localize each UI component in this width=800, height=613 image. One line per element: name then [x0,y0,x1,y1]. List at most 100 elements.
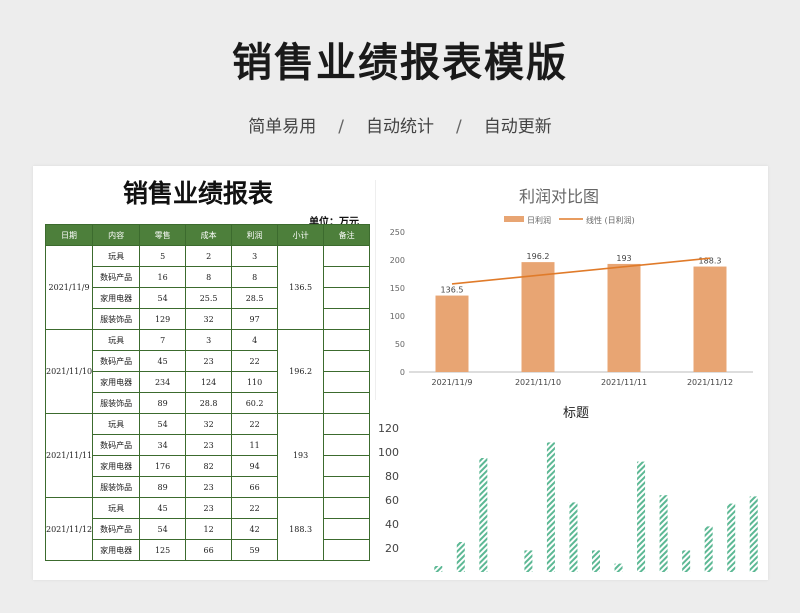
hatched-bar [547,442,555,572]
notes-cell [324,372,370,393]
retail-cell: 234 [140,372,186,393]
bar-profit [522,262,555,372]
tagline-separator: / [456,117,462,137]
notes-cell [324,435,370,456]
data-label: 193 [616,254,631,263]
date-cell: 2021/11/9 [46,246,93,330]
profit-cell: 59 [232,540,278,561]
data-label: 188.3 [699,257,722,266]
cost-cell: 124 [186,372,232,393]
profit-cell: 22 [232,351,278,372]
notes-cell [324,267,370,288]
item-cell: 服装饰品 [93,393,140,414]
column-header-cost: 成本 [186,225,232,246]
chart-title: 标题 [563,406,589,421]
report-title: 销售业绩报表 [123,174,273,210]
profit-cell: 60.2 [232,393,278,414]
column-header-subtotal: 小计 [278,225,324,246]
hatched-bar [727,504,735,572]
subtotal-cell: 136.5 [278,246,324,330]
item-cell: 玩具 [93,246,140,267]
cost-cell: 3 [186,330,232,351]
cost-cell: 28.8 [186,393,232,414]
table-row: 2021/11/9 玩具 5 2 3 136.5 [46,246,370,267]
cost-cell: 25.5 [186,288,232,309]
column-header-notes: 备注 [324,225,370,246]
date-cell: 2021/11/11 [46,414,93,498]
tagline-auto-update: 自动更新 [484,112,552,137]
data-label: 196.2 [527,252,550,261]
y-tick-label: 0 [400,368,405,377]
cost-cell: 23 [186,351,232,372]
y-tick-label: 20 [385,542,399,555]
profit-cell: 4 [232,330,278,351]
y-tick-label: 250 [390,228,405,237]
cost-cell: 12 [186,519,232,540]
tagline-separator: / [338,117,344,137]
item-cell: 数码产品 [93,435,140,456]
notes-cell [324,477,370,498]
table-header-row: 日期 内容 零售 成本 利润 小计 备注 [46,225,370,246]
profit-cell: 94 [232,456,278,477]
cost-cell: 23 [186,435,232,456]
profit-cell: 97 [232,309,278,330]
profit-cell: 42 [232,519,278,540]
profit-cell: 28.5 [232,288,278,309]
subtotal-cell: 196.2 [278,330,324,414]
data-label: 136.5 [441,286,464,295]
notes-cell [324,456,370,477]
trend-line [452,258,710,284]
item-cell: 玩具 [93,498,140,519]
cost-cell: 23 [186,498,232,519]
retail-cell: 34 [140,435,186,456]
item-cell: 家用电器 [93,456,140,477]
retail-cell: 45 [140,498,186,519]
y-tick-label: 100 [390,312,405,321]
page-title: 销售业绩报表模版 [0,30,800,88]
y-tick-label: 150 [390,284,405,293]
tagline-auto-stats: 自动统计 [366,112,434,137]
retail-cell: 54 [140,519,186,540]
y-tick-label: 80 [385,470,399,483]
profit-cell: 66 [232,477,278,498]
notes-cell [324,393,370,414]
column-header-retail: 零售 [140,225,186,246]
x-tick-label: 2021/11/9 [431,378,472,387]
hatched-bar [457,542,465,572]
column-header-profit: 利润 [232,225,278,246]
y-tick-label: 200 [390,256,405,265]
profit-cell: 110 [232,372,278,393]
notes-cell [324,309,370,330]
profit-cell: 22 [232,498,278,519]
item-cell: 服装饰品 [93,309,140,330]
item-cell: 数码产品 [93,519,140,540]
tagline-easy: 简单易用 [248,112,316,137]
cost-cell: 32 [186,309,232,330]
hatched-bar [660,495,668,572]
item-cell: 玩具 [93,414,140,435]
cost-cell: 8 [186,267,232,288]
hatched-bar [479,458,487,572]
hatched-bar [524,550,532,572]
item-cell: 家用电器 [93,372,140,393]
bar-profit [694,267,727,372]
hatched-bar [750,496,758,572]
retail-cell: 129 [140,309,186,330]
retail-cell: 5 [140,246,186,267]
profit-cell: 3 [232,246,278,267]
y-tick-label: 100 [379,446,399,459]
retail-cell: 176 [140,456,186,477]
legend-swatch-bar [504,216,524,222]
table-row: 2021/11/12 玩具 45 23 22 188.3 [46,498,370,519]
hatched-bar [592,550,600,572]
notes-cell [324,330,370,351]
retail-cell: 89 [140,477,186,498]
bar-profit [436,296,469,372]
legend-label-line: 线性 (日利润) [586,215,635,225]
table-body: 2021/11/9 玩具 5 2 3 136.5 数码产品 16 8 8 家用电器 54 25.5 28.… [46,246,370,561]
item-cell: 家用电器 [93,288,140,309]
notes-cell [324,540,370,561]
profit-cell: 11 [232,435,278,456]
hatched-bar [682,550,690,572]
